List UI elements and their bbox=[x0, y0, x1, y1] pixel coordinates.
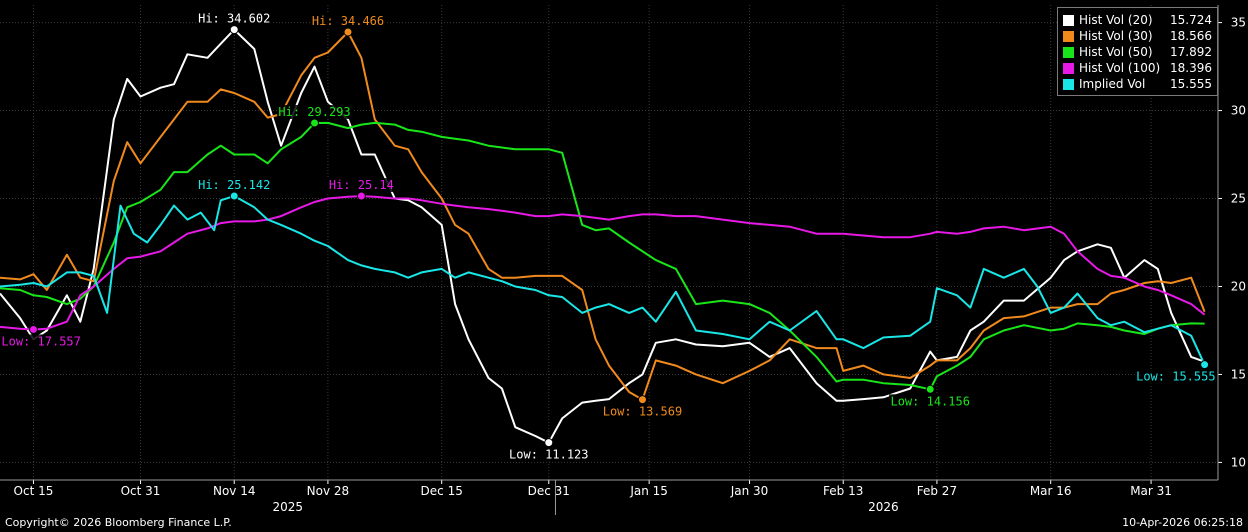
annotation-label: Hi: 29.293 bbox=[278, 105, 350, 119]
legend-value: 17.892 bbox=[1170, 45, 1212, 59]
legend-name: Hist Vol (50) bbox=[1079, 45, 1153, 59]
legend-item: Hist Vol (100) 18.396 bbox=[1063, 60, 1212, 76]
x-tick-label: Mar 16 bbox=[1030, 484, 1072, 498]
legend-item: Hist Vol (50) 17.892 bbox=[1063, 44, 1212, 60]
legend-item: Implied Vol 15.555 bbox=[1063, 76, 1212, 92]
legend-name: Hist Vol (20) bbox=[1079, 13, 1153, 27]
y-tick-label: 25 bbox=[1231, 192, 1246, 206]
legend-name: Implied Vol bbox=[1079, 77, 1146, 91]
annotation-bg bbox=[0, 334, 83, 349]
annotation-label: Hi: 34.466 bbox=[312, 14, 384, 28]
annotation-dot bbox=[1200, 360, 1210, 370]
annotation-bg bbox=[1134, 369, 1217, 384]
annotation-bg bbox=[277, 104, 353, 119]
legend-swatch bbox=[1063, 14, 1074, 26]
annotation-bg bbox=[889, 394, 972, 409]
legend-name: Hist Vol (30) bbox=[1079, 29, 1153, 43]
annotation-bg bbox=[507, 447, 590, 462]
legend-swatch bbox=[1063, 46, 1074, 58]
annotation-label: Hi: 25.14 bbox=[329, 178, 394, 192]
annotation-dot bbox=[229, 191, 239, 201]
annotation-label: Low: 15.555 bbox=[1136, 370, 1215, 384]
annotation-dot bbox=[343, 27, 353, 37]
annotation-dot bbox=[925, 384, 935, 394]
y-tick-label: 30 bbox=[1231, 104, 1246, 118]
annotation-bg bbox=[601, 404, 684, 419]
x-tick-label: Jan 15 bbox=[629, 484, 668, 498]
x-tick-label: Dec 15 bbox=[421, 484, 463, 498]
annotation-dot bbox=[356, 191, 366, 201]
y-tick-label: 10 bbox=[1231, 455, 1246, 469]
x-tick-label: Feb 13 bbox=[823, 484, 863, 498]
annotation-label: Hi: 34.602 bbox=[198, 12, 270, 26]
annotation-bg bbox=[196, 178, 272, 193]
legend-value: 15.555 bbox=[1170, 77, 1212, 91]
annotation-markers: Hi: 34.602 Low: 11.123 Hi: 34.466 Low: 13.5… bbox=[0, 11, 1217, 462]
series-line-1 bbox=[0, 31, 1206, 401]
legend: Hist Vol (20) 15.724 Hist Vol (30) 18.566 Hi… bbox=[1057, 7, 1218, 96]
legend-item: Hist Vol (30) 18.566 bbox=[1063, 28, 1212, 44]
legend-value: 18.566 bbox=[1170, 29, 1212, 43]
y-tick-label: 20 bbox=[1231, 279, 1246, 293]
series-line-4 bbox=[0, 195, 1206, 366]
annotation-label: Low: 13.569 bbox=[603, 405, 682, 419]
legend-swatch bbox=[1063, 62, 1074, 74]
x-tick-label: Feb 27 bbox=[917, 484, 957, 498]
grid bbox=[0, 5, 1218, 480]
annotation-dot bbox=[28, 324, 38, 334]
timestamp-text: 10-Apr-2026 06:25:18 bbox=[1122, 516, 1243, 529]
series-line-0 bbox=[0, 28, 1205, 444]
series-line-2 bbox=[0, 121, 1205, 391]
annotation-dot bbox=[310, 118, 320, 128]
annotation-bg bbox=[196, 11, 272, 26]
annotation-bg bbox=[327, 178, 396, 193]
annotation-label: Hi: 25.142 bbox=[198, 178, 270, 192]
annotation-bg bbox=[310, 13, 386, 28]
legend-swatch bbox=[1063, 30, 1074, 42]
series-line-3 bbox=[0, 195, 1206, 331]
series-lines bbox=[0, 28, 1206, 444]
annotation-dot bbox=[544, 438, 554, 448]
legend-name: Hist Vol (100) bbox=[1079, 61, 1161, 75]
year-label: 2026 bbox=[868, 500, 899, 514]
legend-swatch bbox=[1063, 78, 1074, 90]
x-tick-label: Oct 31 bbox=[121, 484, 161, 498]
x-tick-label: Nov 14 bbox=[213, 484, 256, 498]
annotation-label: Low: 14.156 bbox=[890, 394, 969, 408]
legend-value: 15.724 bbox=[1170, 13, 1212, 27]
copyright-text: Copyright© 2026 Bloomberg Finance L.P. bbox=[5, 516, 232, 529]
x-tick-label: Oct 15 bbox=[14, 484, 54, 498]
x-tick-label: Mar 31 bbox=[1130, 484, 1172, 498]
annotation-label: Low: 11.123 bbox=[509, 448, 588, 462]
x-tick-label: Nov 28 bbox=[307, 484, 350, 498]
legend-item: Hist Vol (20) 15.724 bbox=[1063, 12, 1212, 28]
annotation-dot bbox=[229, 25, 239, 35]
x-tick-label: Dec 31 bbox=[528, 484, 570, 498]
annotation-label: Low: 17.557 bbox=[1, 334, 80, 348]
annotation-dot bbox=[637, 395, 647, 405]
year-label: 2025 bbox=[272, 500, 303, 514]
y-tick-label: 35 bbox=[1231, 16, 1246, 30]
legend-value: 18.396 bbox=[1170, 61, 1212, 75]
x-tick-label: Jan 30 bbox=[730, 484, 769, 498]
y-tick-label: 15 bbox=[1231, 367, 1246, 381]
